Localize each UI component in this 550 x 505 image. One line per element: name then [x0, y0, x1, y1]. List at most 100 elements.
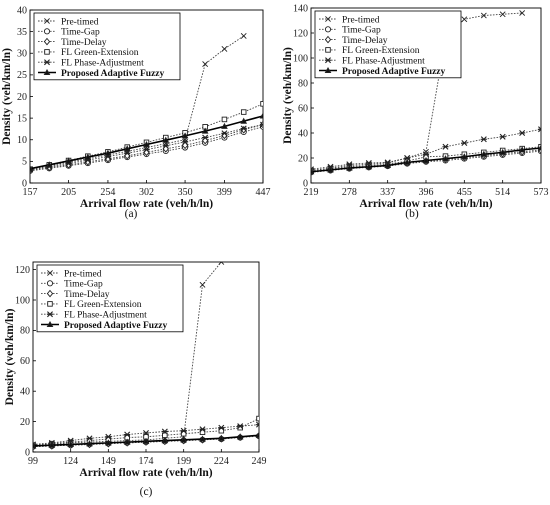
legend-marker — [46, 320, 54, 328]
data-point — [181, 132, 189, 139]
y-tick-label: 40 — [20, 387, 30, 398]
panel-label: (a) — [125, 208, 138, 220]
legend-marker — [325, 16, 331, 22]
x-tick-label: 455 — [457, 187, 472, 198]
data-point — [480, 12, 487, 19]
data-point — [404, 155, 411, 161]
y-tick-label: 120 — [15, 265, 30, 276]
series-layer — [33, 262, 259, 451]
legend-marker — [47, 301, 53, 307]
data-point — [86, 440, 93, 447]
data-point — [201, 127, 209, 134]
x-tick-label: 302 — [139, 187, 154, 198]
y-tick-label: 20 — [20, 417, 30, 428]
data-point — [499, 133, 506, 140]
data-point — [180, 427, 187, 434]
data-point — [218, 262, 225, 265]
legend-entry: Time-Delay — [342, 36, 388, 46]
data-point — [123, 438, 131, 445]
data-point — [240, 109, 247, 115]
chart-panel-1: 0 5 10 15 20 25 30 35 40 157 205 254 302 350 399 447 Arr… — [1, 5, 271, 220]
data-point — [255, 421, 259, 428]
data-point — [327, 166, 334, 173]
data-point — [403, 158, 411, 165]
series-layer — [311, 10, 541, 176]
data-point — [221, 116, 228, 123]
y-axis-label: Density (veh/km/ln) — [4, 308, 16, 405]
data-point — [67, 440, 75, 447]
data-point — [259, 121, 263, 128]
legend-marker — [47, 270, 53, 276]
data-point — [236, 433, 244, 440]
x-tick-label: 149 — [101, 456, 116, 467]
legend-entry: Pre-timed — [342, 15, 380, 25]
data-point — [256, 415, 259, 422]
data-point — [237, 424, 243, 431]
y-tick-label: 25 — [17, 70, 27, 81]
data-point — [260, 101, 263, 107]
data-point — [240, 117, 248, 124]
x-tick-label: 396 — [419, 187, 434, 198]
data-point — [86, 435, 93, 442]
x-tick-label: 99 — [28, 456, 38, 467]
y-axis-label: Density (veh/km/ln) — [282, 47, 294, 144]
y-axis-label: Density (veh/km/ln) — [1, 48, 13, 145]
data-point — [442, 155, 449, 162]
legend-entry: Time-Gap — [342, 26, 381, 36]
data-point — [65, 157, 72, 164]
legend-entry: FL Green-Extension — [61, 48, 139, 58]
data-point — [142, 437, 150, 444]
data-point — [499, 148, 507, 155]
legend-marker — [324, 35, 332, 44]
series-line-1 — [311, 12, 523, 171]
x-axis-label: Arrival flow rate (veh/h/ln) — [80, 198, 213, 210]
data-point — [48, 441, 56, 448]
y-tick-label: 0 — [25, 447, 30, 458]
legend-entry: FL Phase-Adjustment — [61, 59, 144, 69]
y-tick-label: 30 — [17, 49, 27, 60]
legend-marker — [43, 59, 51, 66]
legend-marker — [44, 49, 50, 55]
legend-entry: Pre-timed — [64, 269, 102, 279]
x-axis-label: Arrival flow rate (veh/h/ln) — [79, 467, 212, 479]
data-point — [442, 143, 449, 150]
x-tick-label: 514 — [495, 187, 510, 198]
series-line-1 — [30, 35, 244, 170]
data-point — [199, 435, 206, 442]
data-point — [240, 125, 247, 132]
data-point — [199, 281, 206, 288]
legend-marker — [324, 26, 332, 33]
data-point — [217, 434, 225, 441]
legend-marker — [46, 311, 54, 318]
data-point — [519, 130, 526, 136]
data-point — [104, 439, 112, 446]
legend-entry: FL Phase-Adjustment — [342, 57, 425, 67]
data-point — [518, 146, 526, 153]
data-point — [461, 140, 468, 146]
legend-entry: Time-Delay — [61, 38, 107, 48]
chart-panel-3: 0 20 40 60 80 100 120 99 124 149 174 199 224 249 Arriv… — [4, 261, 267, 498]
y-tick-label: 20 — [298, 153, 308, 164]
legend-marker — [324, 66, 332, 74]
data-point — [499, 11, 506, 18]
chart-panel-2: 0 20 40 60 80 100 120 140 219 278 337 396 455 514 573 A… — [282, 3, 549, 220]
panel-label: (b) — [405, 208, 419, 220]
data-point — [105, 433, 112, 440]
data-point — [422, 151, 430, 158]
y-tick-label: 40 — [298, 128, 308, 139]
data-point — [384, 161, 392, 169]
data-point — [365, 163, 373, 170]
data-point — [199, 426, 206, 433]
data-point — [461, 16, 468, 23]
data-point — [345, 164, 353, 171]
legend-marker — [43, 28, 51, 35]
data-point — [218, 424, 225, 431]
data-point — [537, 126, 541, 133]
x-tick-label: 350 — [178, 187, 193, 198]
data-point — [460, 153, 468, 160]
data-point — [537, 144, 541, 151]
